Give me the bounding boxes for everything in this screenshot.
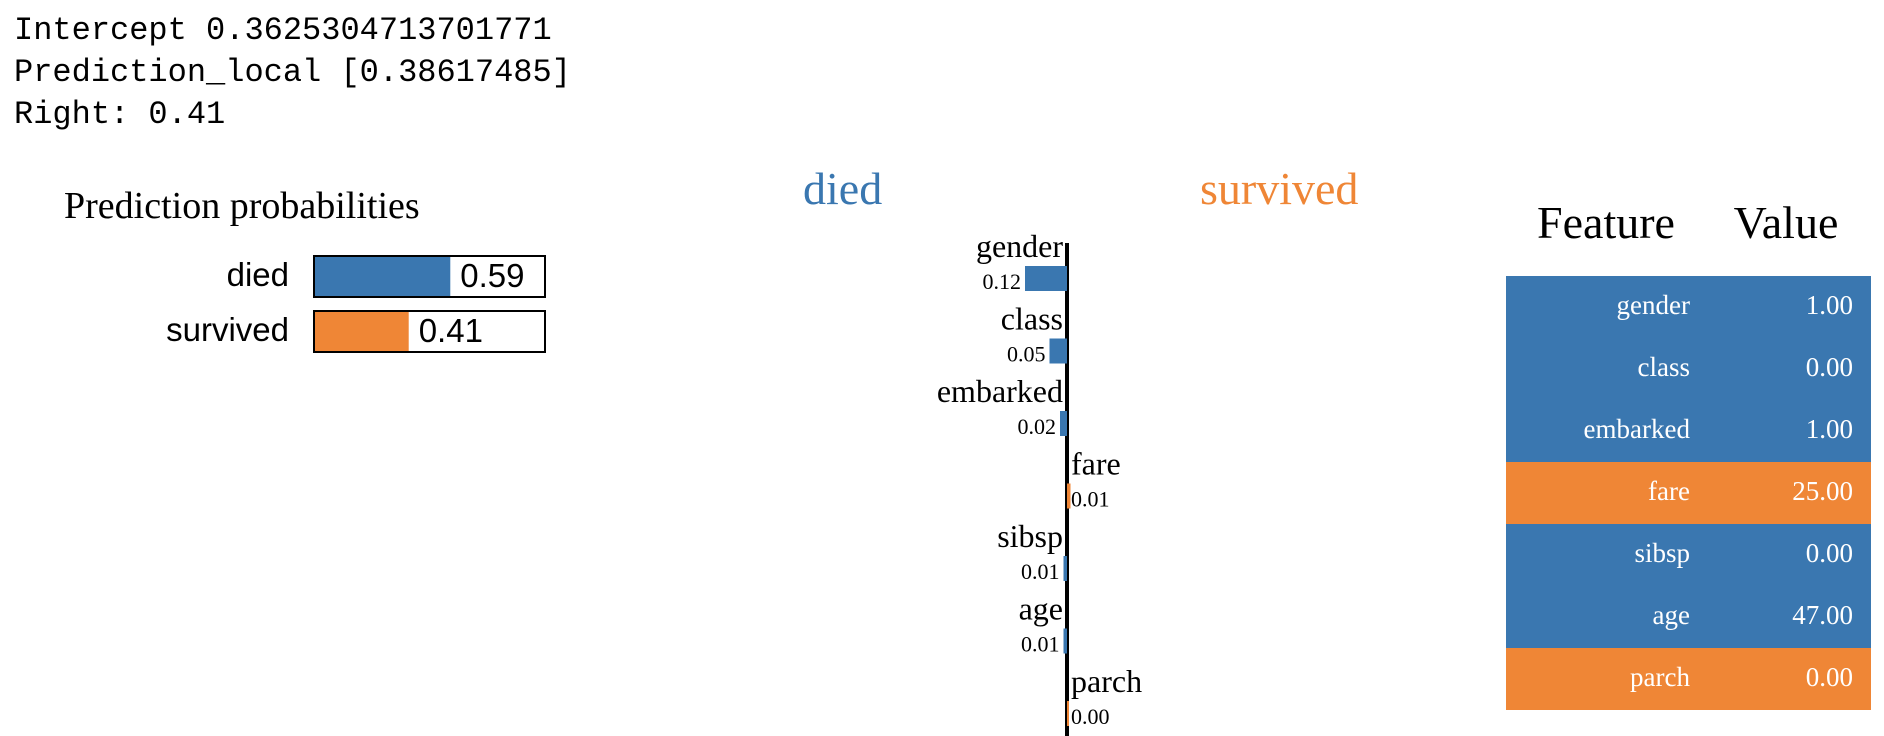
weight-bar-gender xyxy=(1025,266,1067,291)
proba-bar-survived xyxy=(314,311,409,352)
weight-label-sibsp: sibsp xyxy=(997,518,1063,554)
table-feature-sibsp: sibsp xyxy=(1634,538,1690,568)
weight-value-gender: 0.12 xyxy=(983,269,1022,294)
weight-bar-age xyxy=(1063,628,1067,654)
weight-value-parch: 0.00 xyxy=(1071,704,1110,729)
table-row-age xyxy=(1506,586,1871,648)
weight-value-class: 0.05 xyxy=(1007,342,1046,367)
table-value-sibsp: 0.00 xyxy=(1806,538,1853,568)
table-value-age: 47.00 xyxy=(1792,600,1853,630)
table-row-class xyxy=(1506,338,1871,400)
proba-value-survived: 0.41 xyxy=(419,312,483,349)
proba-chart: died 0.59 survived 0.41 xyxy=(166,255,546,353)
weight-label-fare: fare xyxy=(1071,446,1121,482)
table-value-gender: 1.00 xyxy=(1806,290,1853,320)
feature-weights-chart: gender 0.12 class 0.05 embarked 0.02 fare 0.01 s… xyxy=(937,228,1142,736)
weight-label-parch: parch xyxy=(1071,663,1142,699)
table-row-fare xyxy=(1506,462,1871,524)
weight-value-embarked: 0.02 xyxy=(1018,414,1057,439)
table-row-gender xyxy=(1506,276,1871,338)
feature-value-table: gender 1.00 class 0.00 embarked 1.00 fare 25.00… xyxy=(1506,276,1871,710)
table-feature-fare: fare xyxy=(1648,476,1690,506)
proba-label-survived: survived xyxy=(166,311,289,348)
weight-label-class: class xyxy=(1001,301,1063,337)
proba-box-survived xyxy=(313,310,546,353)
prediction-local-line: Prediction_local [0.38617485] xyxy=(14,54,571,91)
class-label-died: died xyxy=(803,163,882,214)
table-feature-gender: gender xyxy=(1617,290,1690,320)
table-feature-parch: parch xyxy=(1630,662,1690,692)
weight-bar-sibsp xyxy=(1063,556,1067,581)
right-line: Right: 0.41 xyxy=(14,96,226,133)
weight-bar-fare xyxy=(1067,483,1071,509)
table-value-fare: 25.00 xyxy=(1792,476,1853,506)
weight-bar-class xyxy=(1049,338,1067,364)
table-value-embarked: 1.00 xyxy=(1806,414,1853,444)
table-feature-class: class xyxy=(1638,352,1690,382)
weight-value-sibsp: 0.01 xyxy=(1021,559,1060,584)
weight-label-embarked: embarked xyxy=(937,373,1063,409)
intercept-line: Intercept 0.3625304713701771 xyxy=(14,12,552,49)
weight-value-fare: 0.01 xyxy=(1071,487,1110,512)
proba-value-died: 0.59 xyxy=(460,257,524,294)
table-row-parch xyxy=(1506,648,1871,710)
class-label-survived: survived xyxy=(1200,163,1358,214)
weight-bar-embarked xyxy=(1060,411,1067,436)
proba-bar-died xyxy=(314,256,451,297)
weight-label-age: age xyxy=(1019,591,1063,627)
weight-value-age: 0.01 xyxy=(1021,632,1060,657)
table-feature-age: age xyxy=(1653,600,1690,630)
proba-box-died xyxy=(313,255,546,298)
table-row-embarked xyxy=(1506,400,1871,462)
table-header-feature: Feature xyxy=(1537,197,1675,248)
table-feature-embarked: embarked xyxy=(1584,414,1691,444)
table-value-parch: 0.00 xyxy=(1806,662,1853,692)
proba-label-died: died xyxy=(227,256,289,293)
table-row-sibsp xyxy=(1506,524,1871,586)
weight-bar-parch xyxy=(1067,701,1069,726)
table-header-value: Value xyxy=(1734,197,1839,248)
weight-label-gender: gender xyxy=(976,228,1063,264)
table-value-class: 0.00 xyxy=(1806,352,1853,382)
proba-title: Prediction probabilities xyxy=(64,185,420,227)
